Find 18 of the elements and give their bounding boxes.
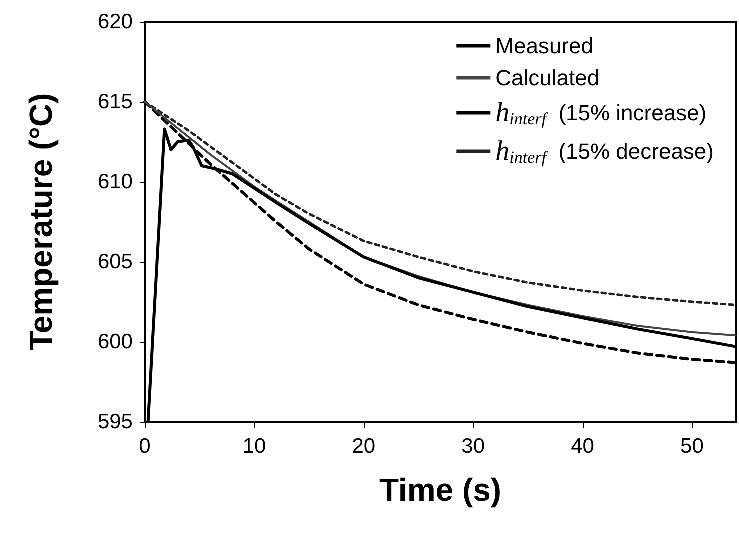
y-axis-title: Temperature (°C) [23,93,59,351]
x-tick-label: 20 [352,435,376,458]
y-tick-label: 600 [98,330,133,354]
y-tick-label: 605 [98,250,133,274]
legend-label: Calculated [496,66,600,90]
x-tick-label: 50 [680,435,704,458]
y-tick-label: 615 [98,90,133,114]
y-tick-label: 610 [98,170,133,194]
y-tick-label: 620 [98,10,133,34]
x-tick-label: 40 [571,435,594,458]
x-tick-label: 10 [242,435,266,458]
legend-label: hinterf (15% increase) [496,98,707,128]
y-tick-label: 595 [98,410,133,434]
legend-label: Measured [496,34,594,58]
x-axis-title: Time (s) [379,472,502,508]
x-tick-label: 0 [139,435,151,458]
legend-label: hinterf (15% decrease) [496,136,714,167]
x-tick-label: 30 [462,435,486,458]
